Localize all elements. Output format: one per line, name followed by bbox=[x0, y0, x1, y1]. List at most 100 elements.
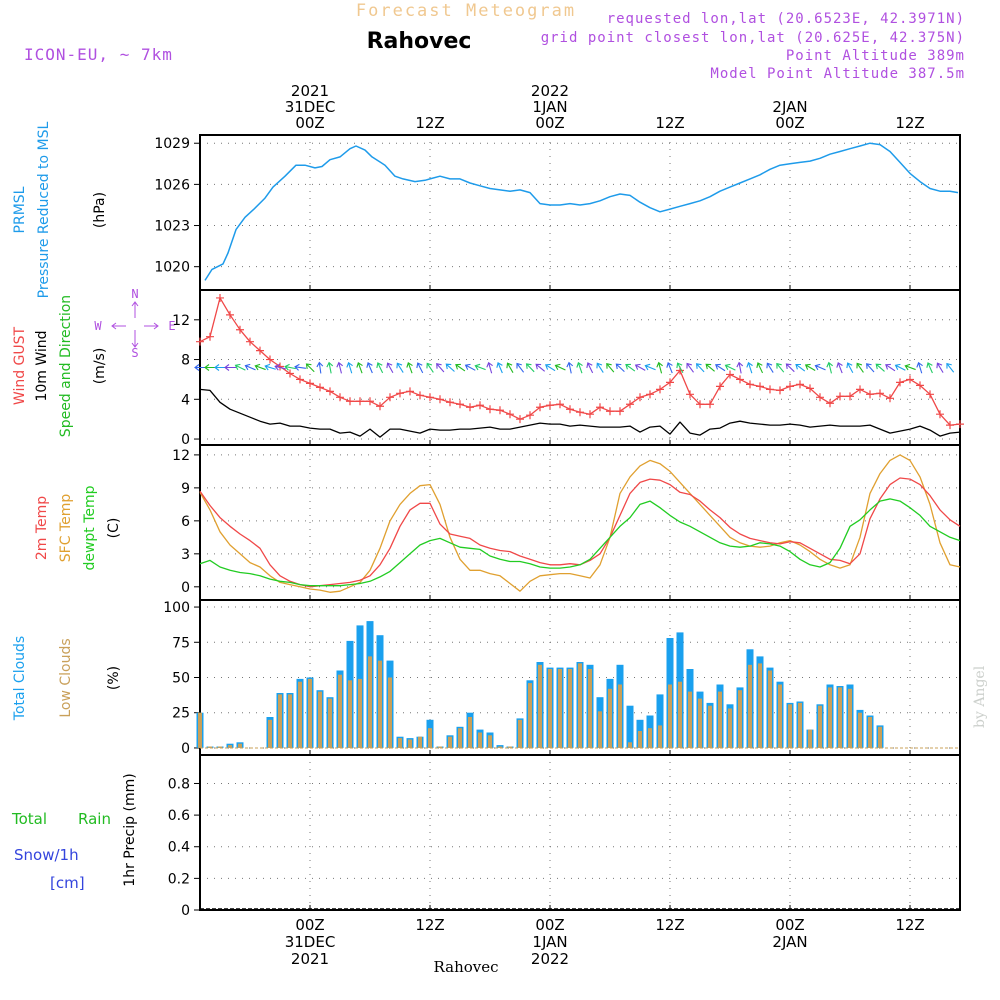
point-altitude: Point Altitude 389m bbox=[786, 48, 965, 64]
arrow-shape bbox=[274, 363, 286, 371]
compass-w: W bbox=[94, 319, 102, 333]
low-cloud-bar bbox=[298, 681, 302, 748]
wind-direction-arrow bbox=[576, 361, 583, 374]
arrow-shape bbox=[856, 362, 864, 373]
y-tick-label: 1029 bbox=[154, 136, 190, 152]
arrow-shape bbox=[615, 363, 625, 372]
gust-marker bbox=[936, 410, 944, 419]
low-cloud-bar bbox=[598, 711, 602, 748]
low-cloud-bar bbox=[458, 728, 462, 748]
top-time-label: 2JAN bbox=[772, 98, 807, 116]
wind-direction-arrow bbox=[455, 363, 466, 372]
gust-marker bbox=[326, 387, 334, 396]
low-cloud-bar bbox=[518, 719, 522, 748]
compass-n: N bbox=[131, 287, 138, 301]
low-cloud-bar bbox=[848, 688, 852, 748]
arrow-shape bbox=[656, 361, 663, 374]
wind-direction-arrow bbox=[356, 361, 363, 374]
gust-marker bbox=[446, 398, 454, 407]
top-time-label: 12Z bbox=[895, 114, 924, 132]
low-cloud-bar bbox=[438, 746, 442, 748]
arrow-shape bbox=[936, 362, 944, 373]
low-cloud-bar bbox=[818, 705, 822, 748]
top-time-label: 2021 bbox=[291, 82, 329, 100]
y-tick-label: 4 bbox=[181, 392, 190, 408]
wind-direction-arrow bbox=[224, 364, 236, 371]
total-cloud-bar bbox=[626, 705, 634, 748]
label-hpa: (hPa) bbox=[92, 192, 108, 228]
low-cloud-bar bbox=[808, 729, 812, 748]
gust-marker bbox=[766, 385, 774, 394]
label-sfc-temp: SFC Temp bbox=[58, 494, 74, 563]
label-temp: 2m Temp SFC Temp dewpt Temp (C) bbox=[34, 485, 122, 570]
y-tick-label: 0.4 bbox=[168, 840, 190, 856]
label-rain: Rain bbox=[78, 810, 111, 828]
label-precip: Total Rain Snow/1h [cm] 1hr Precip (mm) bbox=[11, 773, 138, 892]
wind-direction-arrow bbox=[856, 362, 864, 373]
arrow-shape bbox=[904, 363, 916, 371]
wind-direction-arrow bbox=[464, 363, 476, 371]
product-title: Forecast Meteogram bbox=[356, 1, 576, 21]
gust-marker bbox=[946, 421, 954, 430]
wind-direction-arrow bbox=[554, 363, 566, 371]
gust-marker bbox=[776, 386, 784, 395]
wind-direction-arrow bbox=[234, 363, 246, 371]
wind-direction-arrow bbox=[795, 363, 806, 372]
gust-marker bbox=[876, 389, 884, 398]
arrow-shape bbox=[795, 363, 806, 372]
wind-direction-arrow bbox=[736, 361, 744, 374]
bottom-time-label: 12Z bbox=[895, 916, 924, 934]
gust-marker bbox=[806, 384, 814, 393]
wind-direction-arrow bbox=[776, 362, 785, 373]
compass-cross bbox=[111, 301, 159, 348]
wind-direction-arrow bbox=[366, 362, 373, 374]
wind-direction-arrow bbox=[596, 362, 604, 373]
wind-direction-arrow bbox=[406, 361, 413, 374]
wind-direction-arrow bbox=[715, 363, 726, 372]
arrow-shape bbox=[724, 363, 736, 371]
arrow-shape bbox=[474, 363, 486, 371]
wind-direction-arrow bbox=[615, 363, 625, 372]
low-cloud-bar bbox=[448, 736, 452, 748]
model-altitude: Model Point Altitude 387.5m bbox=[710, 66, 965, 82]
wind-direction-arrow bbox=[644, 363, 656, 371]
label-2m-temp: 2m Temp bbox=[34, 496, 50, 560]
low-cloud-bar bbox=[398, 738, 402, 748]
low-cloud-bar bbox=[748, 664, 752, 748]
arrow-shape bbox=[576, 361, 583, 374]
low-cloud-bar bbox=[268, 719, 272, 748]
y-tick-label: 1026 bbox=[154, 177, 190, 193]
wind-direction-arrow bbox=[496, 362, 503, 374]
bottom-time-label: 00Z bbox=[295, 916, 324, 934]
arrow-shape bbox=[386, 362, 394, 374]
gust-marker bbox=[856, 385, 864, 394]
label-wind: Wind GUST 10m Wind Speed and Direction (… bbox=[12, 287, 176, 437]
gust-marker bbox=[756, 382, 764, 391]
low-cloud-bar bbox=[658, 725, 662, 748]
arrow-shape bbox=[715, 363, 726, 372]
arrow-shape bbox=[766, 362, 774, 373]
gust-marker bbox=[236, 325, 244, 334]
low-cloud-bar bbox=[328, 698, 332, 748]
label-pressure-msl: Pressure Reduced to MSL bbox=[36, 121, 52, 298]
gust-marker bbox=[796, 380, 804, 389]
wind-direction-arrow bbox=[436, 363, 445, 373]
arrow-shape bbox=[426, 362, 434, 373]
low-cloud-bar bbox=[348, 680, 352, 748]
bottom-time-label: 2022 bbox=[531, 950, 569, 968]
low-cloud-bar bbox=[738, 690, 742, 748]
gust-marker bbox=[736, 375, 744, 384]
gust-marker bbox=[606, 407, 614, 416]
arrow-shape bbox=[346, 361, 353, 374]
wind-direction-arrow bbox=[274, 363, 286, 371]
wind-direction-arrow bbox=[866, 363, 875, 373]
low-cloud-bar bbox=[368, 656, 372, 748]
arrow-shape bbox=[294, 363, 307, 371]
arrow-shape bbox=[336, 361, 344, 374]
wind-direction-arrow bbox=[544, 363, 556, 372]
arrow-shape bbox=[756, 362, 764, 374]
panel-frame bbox=[199, 444, 961, 601]
low-cloud-bar bbox=[408, 739, 412, 748]
